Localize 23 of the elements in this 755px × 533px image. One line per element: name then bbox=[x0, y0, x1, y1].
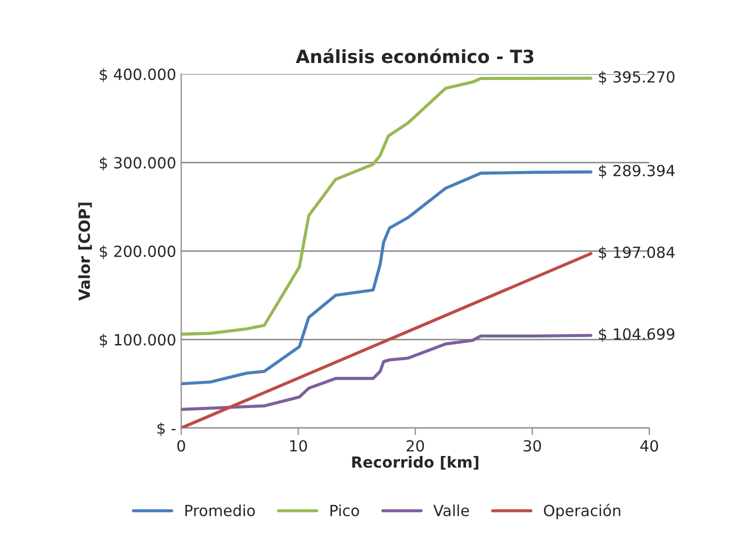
y-tick-label: $ 100.000 bbox=[100, 334, 176, 348]
x-tick-label: 20 bbox=[406, 440, 424, 452]
legend-label: Operación bbox=[544, 504, 620, 520]
y-tick-label: $ 400.000 bbox=[100, 68, 176, 82]
legend-label: Valle bbox=[433, 504, 469, 516]
line-series bbox=[181, 76, 592, 336]
data-label: $ 289.394 bbox=[599, 164, 675, 178]
line-series bbox=[181, 170, 592, 386]
x-tick-label: 40 bbox=[640, 440, 658, 452]
x-tick-label: 30 bbox=[524, 440, 541, 452]
legend-label: Pico bbox=[330, 504, 360, 516]
data-label: $ 104.699 bbox=[599, 328, 674, 342]
x-tick-label: 10 bbox=[290, 440, 307, 452]
y-tick-label: $ - bbox=[158, 422, 176, 436]
legend-label: Promedio bbox=[185, 504, 255, 516]
data-label: $ 395.270 bbox=[599, 70, 674, 85]
x-axis-title: Recorrido [km] bbox=[352, 456, 478, 470]
y-tick-label: $ 200.000 bbox=[100, 245, 176, 260]
y-tick-label: $ 300.000 bbox=[100, 156, 176, 171]
x-tick-label: 0 bbox=[177, 440, 186, 452]
chart-title: Análisis económico - T3 bbox=[296, 48, 534, 64]
y-axis-title: Valor [COP] bbox=[78, 202, 92, 301]
line-series bbox=[181, 334, 592, 411]
